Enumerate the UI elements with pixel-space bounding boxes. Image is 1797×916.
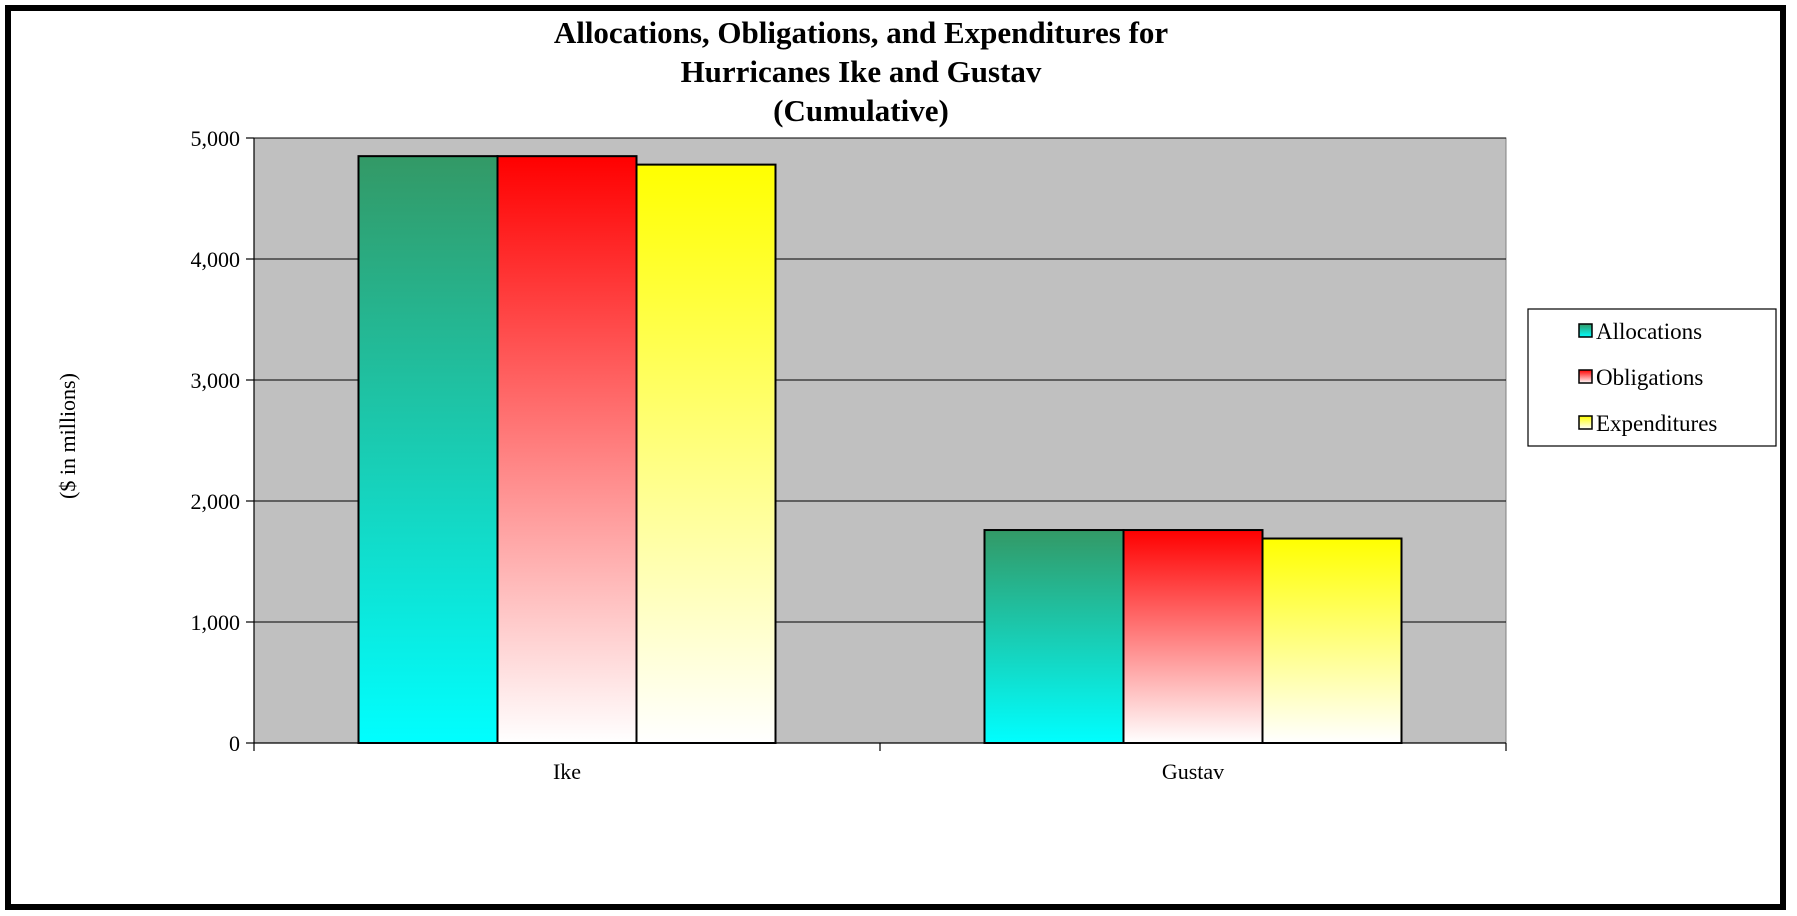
y-tick-label: 1,000 (191, 610, 241, 635)
bar-obligations-gustav (1122, 529, 1264, 744)
bar-expenditures-ike (635, 163, 777, 744)
bar-allocations-ike (357, 155, 499, 744)
legend-box (1527, 308, 1777, 447)
x-tick-label: Gustav (1162, 759, 1224, 784)
x-tick-labels: Ike Gustav (553, 759, 1224, 784)
x-tick-label: Ike (553, 759, 581, 784)
legend-label-allocations: Allocations (1596, 319, 1702, 344)
y-tick-label: 4,000 (191, 247, 241, 272)
chart-title-line-3: (Cumulative) (773, 93, 949, 128)
y-tick-label: 5,000 (191, 126, 241, 151)
chart-title-line-2: Hurricanes Ike and Gustav (681, 54, 1042, 89)
chart-title-line-1: Allocations, Obligations, and Expenditur… (554, 15, 1169, 50)
bars (357, 155, 1403, 745)
legend-label-obligations: Obligations (1596, 365, 1703, 390)
legend: Allocations Obligations Expenditures (1527, 308, 1777, 447)
y-tick-label: 3,000 (191, 368, 241, 393)
y-tick-label: 2,000 (191, 489, 241, 514)
bar-obligations-ike (496, 155, 638, 744)
y-tick-labels: 0 1,000 2,000 3,000 4,000 5,000 (191, 126, 241, 756)
bar-expenditures-gustav (1261, 537, 1403, 745)
y-axis-label: ($ in millions) (55, 373, 80, 499)
bar-allocations-gustav (983, 529, 1125, 744)
axes (246, 137, 1507, 751)
legend-swatch-allocations (1578, 323, 1593, 338)
legend-swatch-expenditures (1578, 415, 1593, 430)
legend-label-expenditures: Expenditures (1596, 411, 1717, 436)
legend-swatch-obligations (1578, 369, 1593, 384)
chart-title: Allocations, Obligations, and Expenditur… (554, 15, 1169, 128)
y-tick-label: 0 (229, 731, 240, 756)
